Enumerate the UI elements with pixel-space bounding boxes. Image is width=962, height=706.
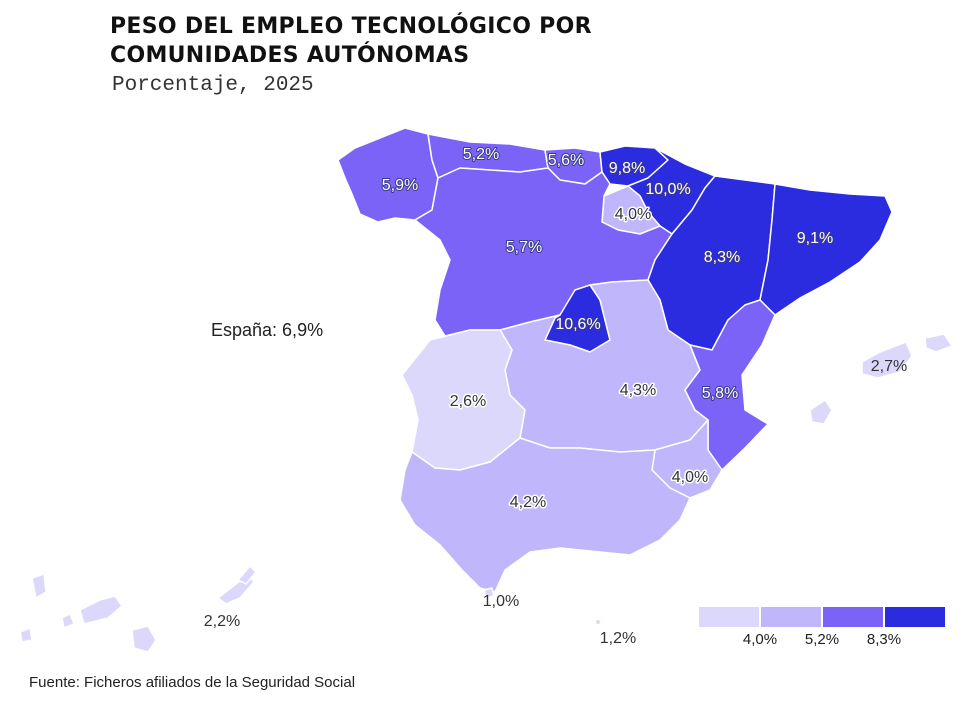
region-label-asturias: 5,2%	[463, 146, 499, 163]
region-label-cantabria: 5,6%	[548, 152, 584, 169]
source-note: Fuente: Ficheros afiliados de la Segurid…	[29, 674, 356, 691]
region-baleares[interactable]	[809, 333, 953, 425]
region-andalucia[interactable]	[399, 437, 691, 593]
region-label-aragon: 8,3%	[704, 249, 740, 266]
region-label-melilla: 1,2%	[600, 630, 636, 647]
region-label-galicia: 5,9%	[382, 177, 418, 194]
region-label-castilla-leon: 5,7%	[506, 239, 542, 256]
region-label-canarias: 2,2%	[204, 613, 240, 630]
region-label-extremadura: 2,6%	[450, 393, 486, 410]
national-average-label: España: 6,9%	[211, 320, 324, 340]
region-canarias[interactable]	[19, 565, 257, 653]
legend-ticks: 4,0% 5,2% 8,3%	[699, 631, 949, 651]
region-galicia[interactable]	[337, 127, 439, 223]
legend-break-3: 8,3%	[866, 631, 902, 648]
region-cataluna[interactable]	[759, 183, 893, 316]
chart-subtitle: Porcentaje, 2025	[112, 74, 314, 97]
legend-swatch-3	[823, 607, 883, 627]
region-ceuta[interactable]	[483, 587, 495, 599]
chart-title-line-2: COMUNIDADES AUTÓNOMAS	[110, 43, 470, 68]
region-label-la-rioja: 4,0%	[615, 206, 651, 223]
region-label-cataluna: 9,1%	[797, 230, 833, 247]
legend-swatch-2	[761, 607, 821, 627]
chart-title: PESO DEL EMPLEO TECNOLÓGICO POR COMUNIDA…	[110, 12, 592, 70]
chart-title-line-1: PESO DEL EMPLEO TECNOLÓGICO POR	[110, 14, 592, 39]
legend-color-bar	[699, 607, 949, 627]
region-label-ceuta: 1,0%	[483, 593, 519, 610]
region-label-baleares: 2,7%	[871, 358, 907, 375]
legend-break-2: 5,2%	[804, 631, 840, 648]
region-label-valencia: 5,8%	[702, 385, 738, 402]
region-label-castilla-la-mancha: 4,3%	[620, 382, 656, 399]
region-melilla[interactable]	[594, 618, 602, 626]
region-label-navarra: 10,0%	[645, 181, 690, 198]
legend-swatch-4	[885, 607, 945, 627]
legend-break-1: 4,0%	[742, 631, 778, 648]
region-label-pais-vasco: 9,8%	[609, 160, 645, 177]
region-label-murcia: 4,0%	[672, 469, 708, 486]
region-valencia[interactable]	[684, 299, 776, 471]
region-label-andalucia: 4,2%	[510, 494, 546, 511]
legend-swatch-1	[699, 607, 759, 627]
legend: 4,0% 5,2% 8,3%	[699, 607, 949, 651]
region-label-madrid: 10,6%	[555, 316, 600, 333]
